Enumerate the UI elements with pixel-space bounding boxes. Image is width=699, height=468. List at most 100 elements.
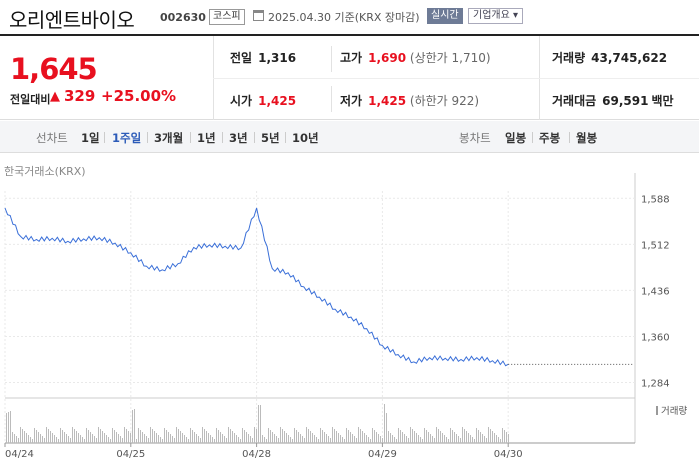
volume-bar: [480, 432, 481, 443]
volume-bar: [394, 437, 395, 443]
volume-bar: [454, 432, 455, 443]
period-3y[interactable]: 3년: [229, 131, 248, 145]
volume-bar: [258, 405, 259, 443]
volume-bar: [286, 433, 287, 443]
volume-bar: [56, 437, 57, 443]
volume-bar: [384, 404, 385, 443]
volume-bar: [194, 432, 195, 443]
volume-bar: [218, 430, 219, 443]
volume-bar: [496, 435, 497, 443]
volume-bar: [164, 428, 165, 443]
volume-bar: [78, 433, 79, 443]
separator: [532, 132, 533, 143]
volume-bar: [432, 436, 433, 443]
volume-bar: [422, 439, 423, 443]
volume-bar: [86, 428, 87, 443]
separator: [104, 132, 105, 143]
volume-bar: [410, 427, 411, 443]
volume-bar: [120, 436, 121, 443]
volume-bar: [486, 438, 487, 443]
stock-header: 오리엔트바이오 002630 코스피 2025.04.30 기준(KRX 장마감…: [0, 0, 699, 34]
volume-bar: [306, 427, 307, 443]
volume-bar: [270, 430, 271, 443]
candle-monthly[interactable]: 월봉: [576, 131, 598, 145]
volume-bar: [446, 437, 447, 443]
divider: [331, 46, 332, 72]
volume-bar: [66, 434, 67, 443]
volume-bar: [142, 432, 143, 443]
stat-amount: 거래대금 69,591 백만: [552, 94, 674, 108]
volume-bar: [350, 432, 351, 443]
volume-bar: [210, 435, 211, 443]
realtime-button[interactable]: 실시간: [427, 8, 463, 24]
volume-bar: [156, 433, 157, 443]
volume-bar: [88, 430, 89, 443]
volume-bar: [174, 438, 175, 443]
volume-bar: [348, 430, 349, 443]
volume-bar: [254, 427, 255, 443]
volume-bar: [232, 431, 233, 443]
volume-bar: [154, 431, 155, 443]
volume-bar: [46, 427, 47, 443]
candle-daily[interactable]: 일봉: [505, 131, 527, 145]
volume-bar: [6, 413, 7, 443]
period-1w[interactable]: 1주일: [112, 131, 142, 145]
volume-bar: [476, 428, 477, 443]
volume-legend-label: 거래량: [661, 405, 687, 417]
period-1y[interactable]: 1년: [197, 131, 216, 145]
volume-bar: [236, 435, 237, 443]
volume-bar: [430, 434, 431, 443]
period-10y[interactable]: 10년: [292, 131, 319, 145]
volume-bar: [192, 430, 193, 443]
volume-bar: [162, 439, 163, 443]
volume-bar: [318, 439, 319, 443]
period-1d[interactable]: 1일: [81, 131, 100, 145]
volume-bar: [494, 433, 495, 443]
period-5y[interactable]: 5년: [261, 131, 280, 145]
volume-bar: [278, 438, 279, 443]
volume-bar: [80, 435, 81, 443]
volume-bar: [158, 435, 159, 443]
volume-bar: [256, 429, 257, 443]
volume-bar: [238, 437, 239, 443]
volume-bar: [260, 405, 261, 443]
volume-bar: [490, 429, 491, 443]
volume-bar: [130, 433, 131, 443]
candle-weekly[interactable]: 주봉: [539, 131, 561, 145]
volume-bar: [102, 431, 103, 443]
volume-bar: [32, 439, 33, 443]
company-overview-dropdown[interactable]: 기업개요 ▾: [468, 8, 523, 24]
separator: [147, 132, 148, 143]
period-3m[interactable]: 3개월: [154, 131, 184, 145]
volume-bar: [178, 429, 179, 443]
volume-bar: [302, 436, 303, 443]
volume-bar: [396, 439, 397, 443]
volume-bar: [54, 435, 55, 443]
volume-bar: [346, 428, 347, 443]
volume-bar: [368, 437, 369, 443]
volume-bar: [132, 410, 133, 443]
volume-legend-swatch: [656, 406, 658, 415]
volume-bar: [148, 438, 149, 443]
volume-bar: [320, 428, 321, 443]
separator: [190, 132, 191, 143]
volume-bar: [72, 427, 73, 443]
volume-bar: [414, 431, 415, 443]
volume-bar: [308, 429, 309, 443]
volume-bar: [104, 433, 105, 443]
volume-bar: [190, 428, 191, 443]
volume-bar: [402, 432, 403, 443]
volume-bar: [504, 430, 505, 443]
volume-bar: [114, 430, 115, 443]
volume-bar: [140, 430, 141, 443]
volume-bar: [448, 439, 449, 443]
stat-volume: 거래량 43,745,622: [552, 51, 668, 65]
volume-bar: [216, 428, 217, 443]
period-toolbar: 선차트 1일 1주일 3개월 1년 3년 5년 10년 봉차트 일봉 주봉 월봉: [0, 121, 699, 153]
volume-bar: [264, 437, 265, 443]
volume-bar: [424, 428, 425, 443]
volume-bar: [34, 428, 35, 443]
volume-bar: [334, 429, 335, 443]
up-arrow-icon: ▲: [50, 89, 60, 104]
volume-bar: [322, 430, 323, 443]
